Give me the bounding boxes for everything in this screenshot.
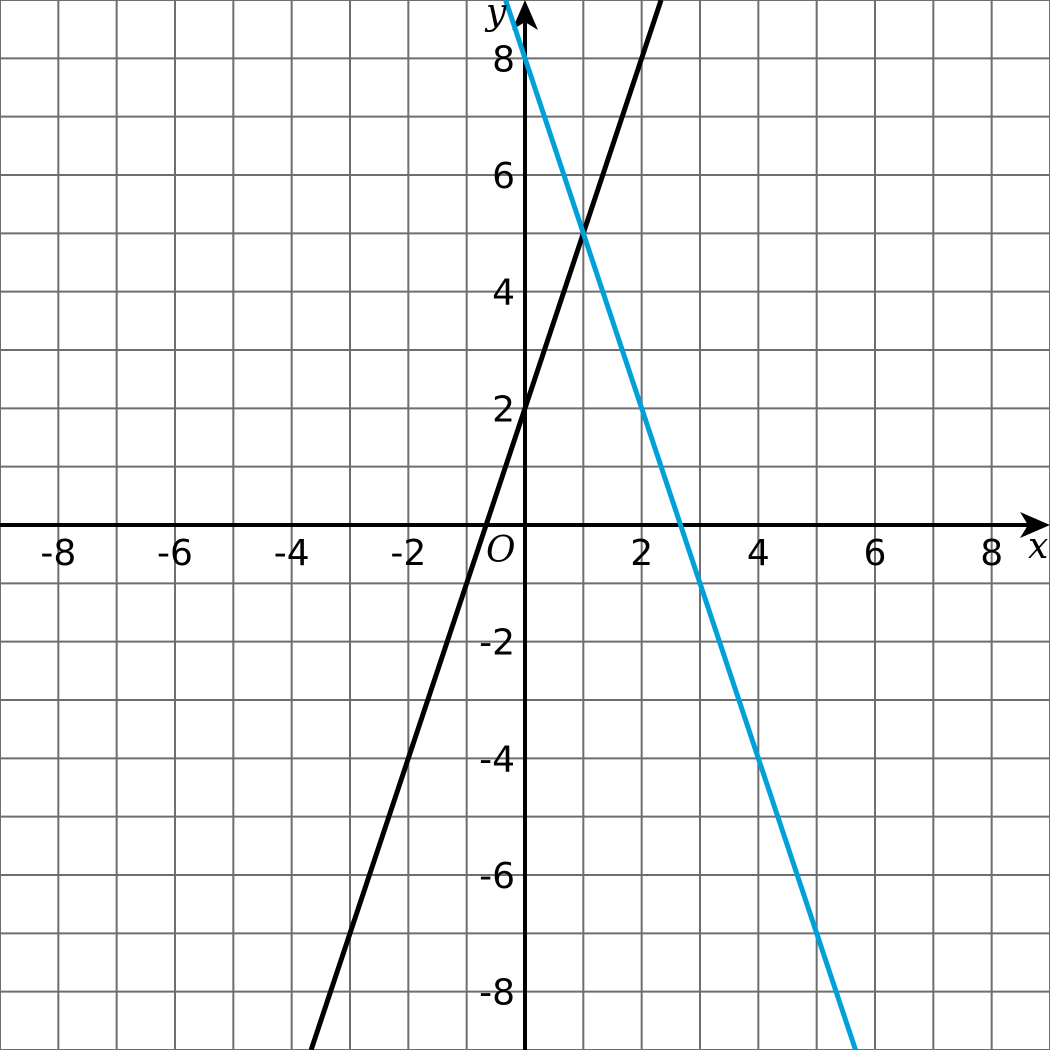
- y-tick-label: -6: [479, 856, 515, 897]
- y-tick-label: 4: [492, 273, 515, 314]
- x-axis-label: x: [1028, 526, 1048, 567]
- origin-label: O: [486, 530, 516, 571]
- y-tick-label: -4: [479, 739, 515, 780]
- y-tick-label: 8: [492, 39, 515, 80]
- x-tick-label: -6: [157, 533, 193, 574]
- x-tick-label: -4: [274, 533, 310, 574]
- x-tick-label: -8: [40, 533, 76, 574]
- x-axis-arrow-icon: [1020, 512, 1050, 538]
- x-tick-label: -2: [390, 533, 426, 574]
- y-axis-label: y: [484, 0, 507, 33]
- series: [308, 0, 858, 1050]
- tick-labels: -8 -6 -4 -2 2 4 6 8 -8 -6 -4 -2 2 4 6 8: [40, 39, 1003, 1013]
- x-tick-label: 2: [630, 533, 653, 574]
- series-line: [308, 0, 664, 1050]
- series-line: [503, 0, 858, 1050]
- y-tick-label: 2: [492, 389, 515, 430]
- x-tick-label: 8: [980, 533, 1003, 574]
- x-tick-label: 4: [747, 533, 770, 574]
- y-tick-label: -2: [479, 623, 515, 664]
- y-tick-label: -8: [479, 973, 515, 1014]
- x-tick-label: 6: [864, 533, 887, 574]
- y-tick-label: 6: [492, 156, 515, 197]
- y-axis-arrow-icon: [512, 0, 538, 30]
